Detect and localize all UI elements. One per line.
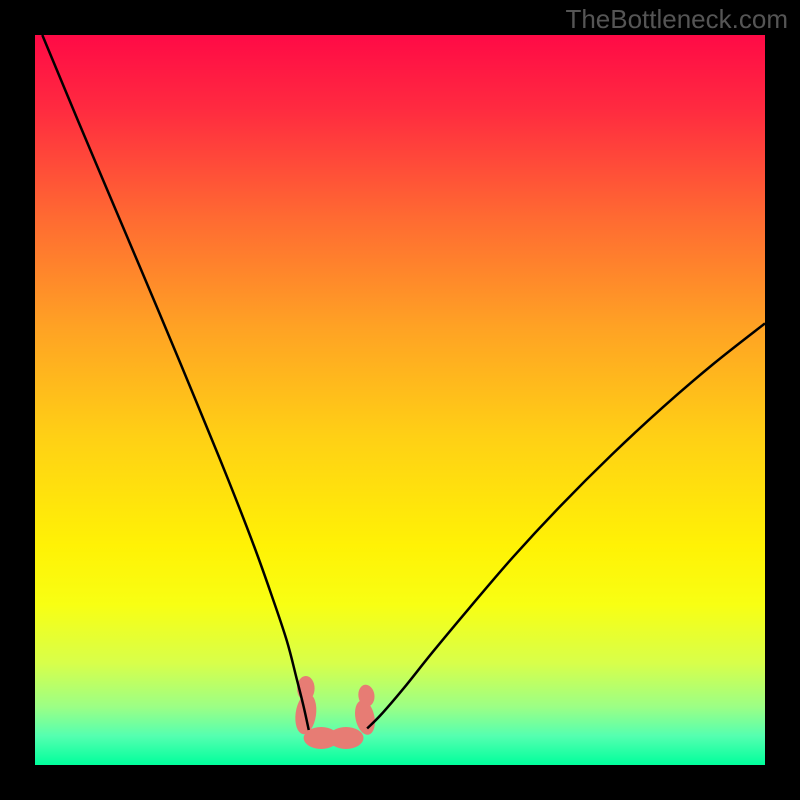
outer-frame: TheBottleneck.com [0, 0, 800, 800]
gradient-background [35, 35, 765, 765]
watermark-text: TheBottleneck.com [565, 4, 788, 35]
bottleneck-chart [0, 0, 800, 800]
